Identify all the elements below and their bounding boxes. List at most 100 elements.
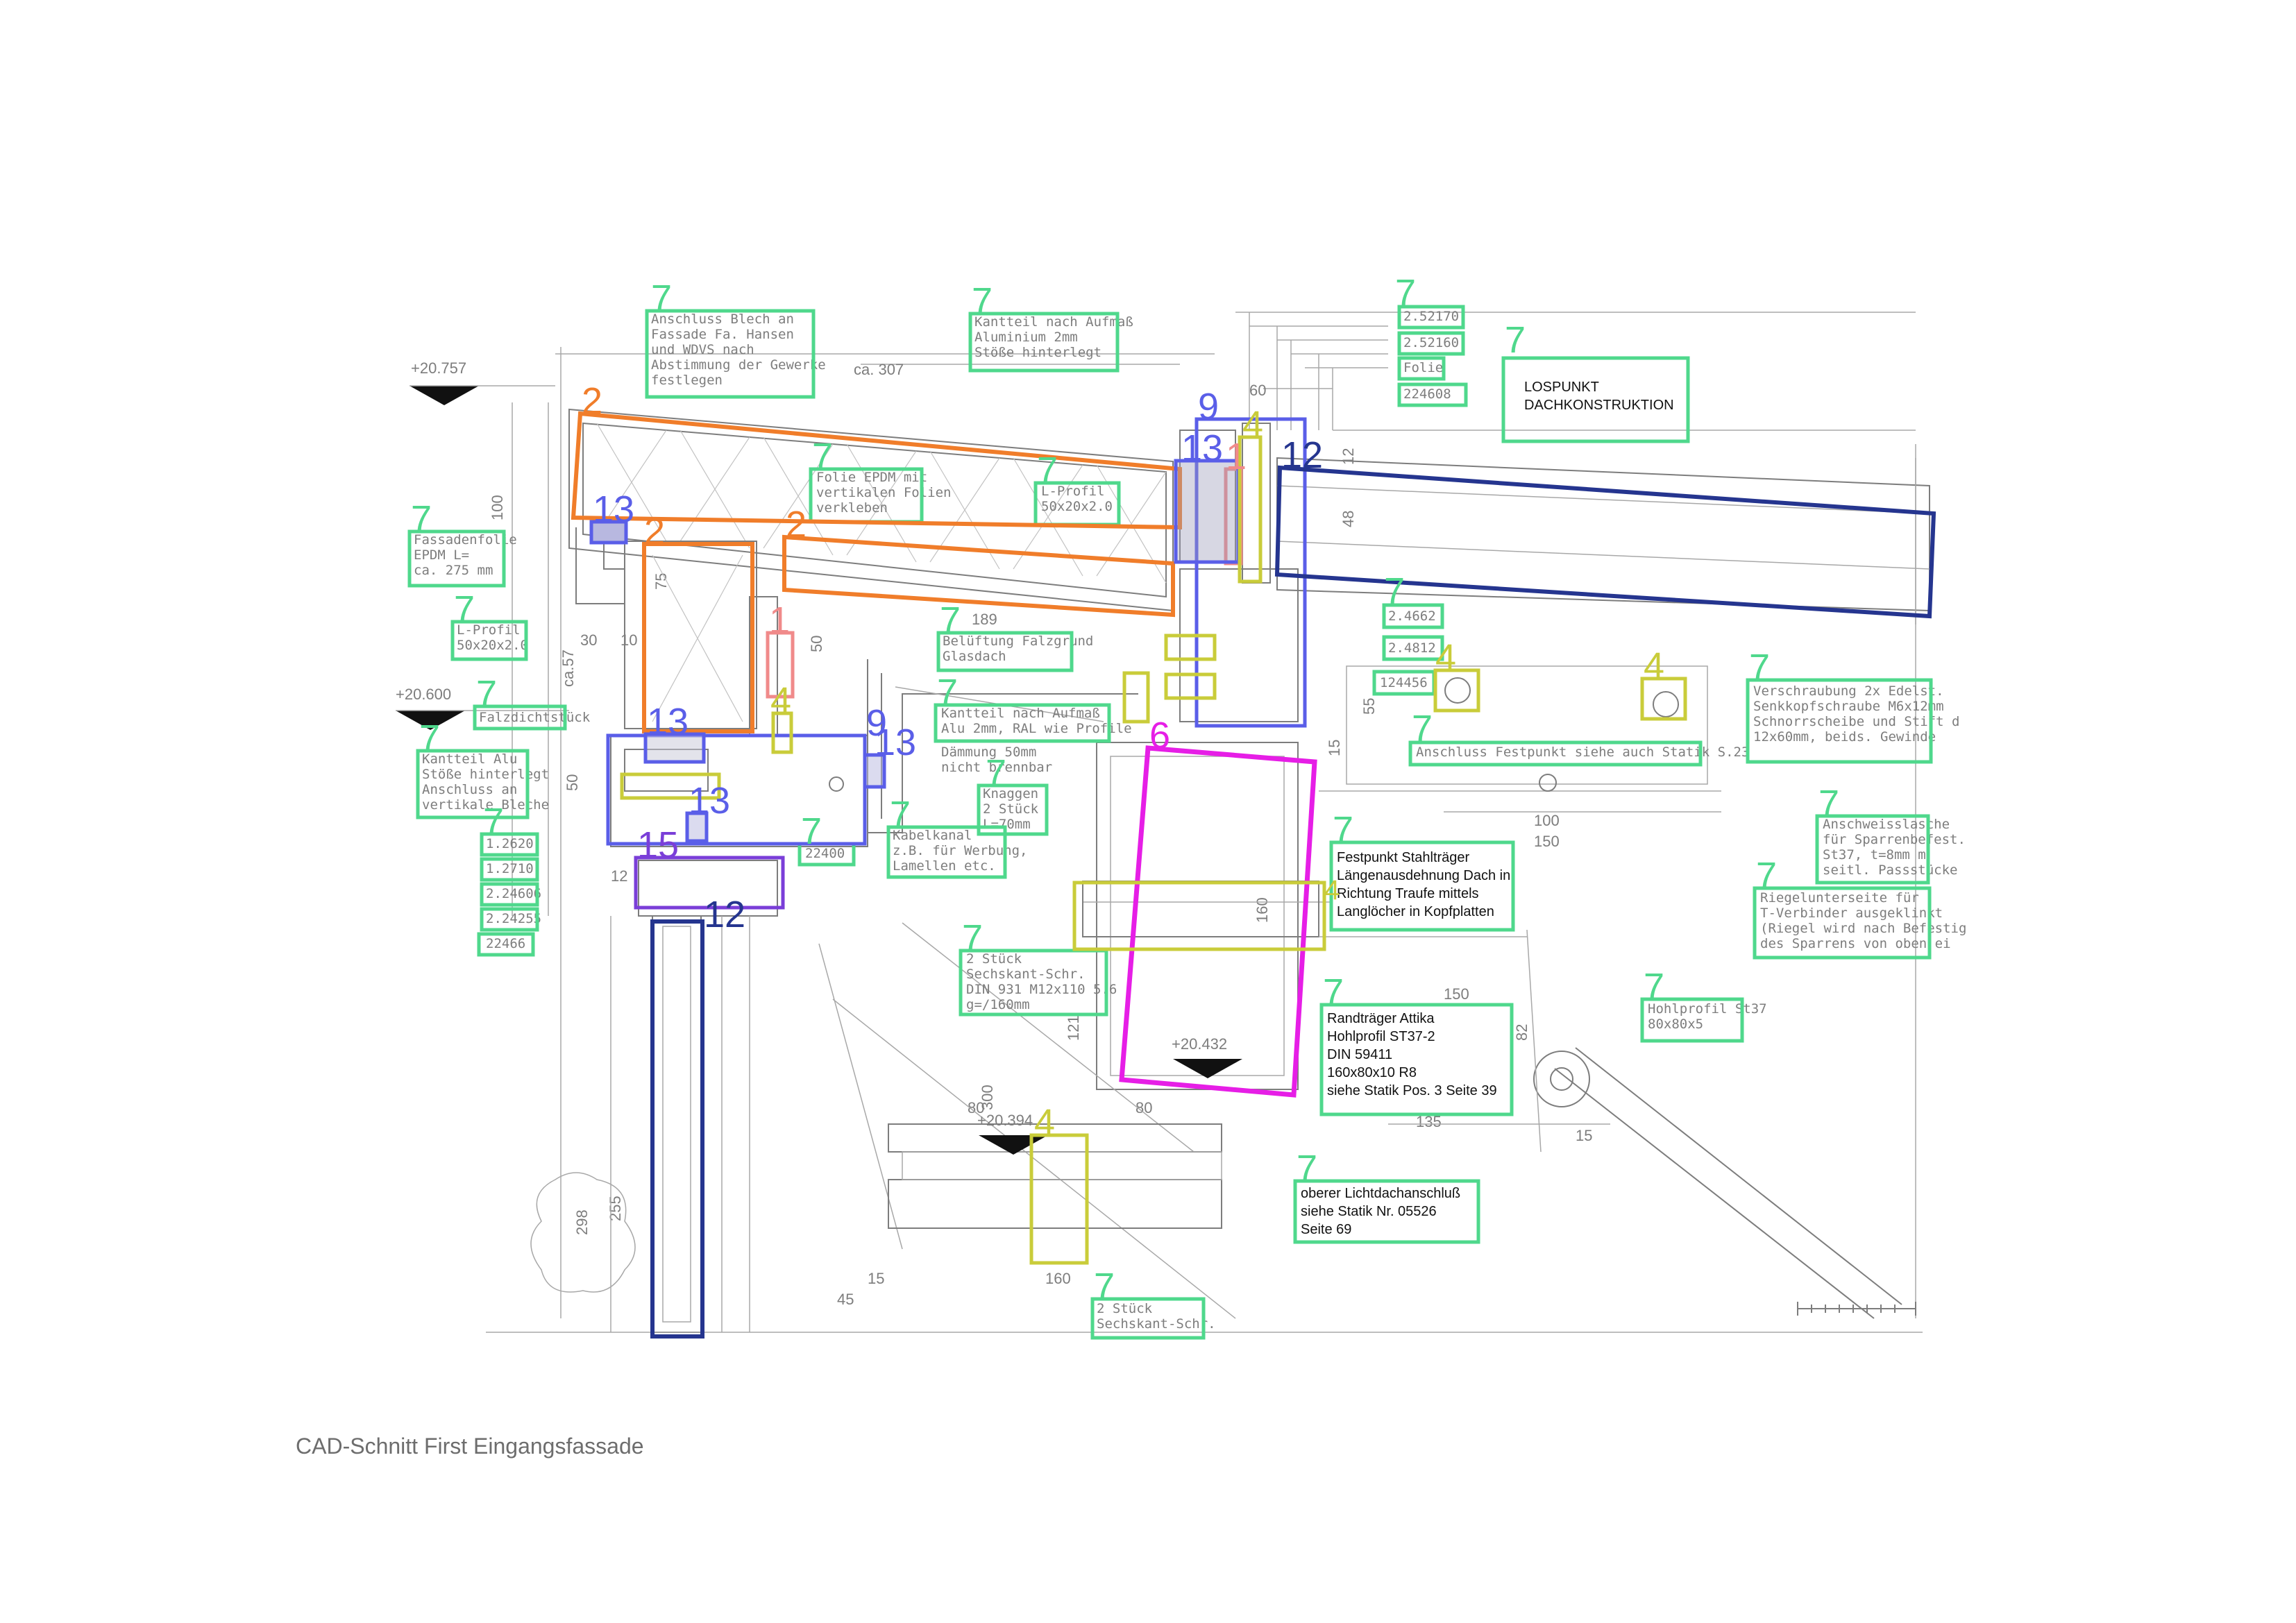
cad-notes: Anschluss Blech an Fassade Fa. Hansen und … <box>414 309 1966 1332</box>
box-verschraubung <box>1746 678 1933 764</box>
box-fassadenfolie <box>407 529 506 588</box>
box-code-52160 <box>1397 331 1465 356</box>
label-7-lprofil-top: 7 <box>1037 450 1058 491</box>
dim-50a: 50 <box>808 636 825 652</box>
region-4-f <box>1433 668 1480 713</box>
dim-45: 45 <box>837 1291 854 1308</box>
note-festpunkt: Festpunkt Stahlträger Längenausdehnung Da… <box>1337 850 1510 919</box>
note-anschweiss: Anschweisslasche für Sparrenbefest. St37, … <box>1823 817 1966 878</box>
label-7-kantteil: 7 <box>972 280 993 322</box>
box-code-224255 <box>480 907 539 932</box>
box-code-12710 <box>480 857 539 882</box>
label-4-c: 4 <box>1435 637 1456 679</box>
label-7-hohlprofil: 7 <box>1644 966 1664 1008</box>
label-12-mid: 12 <box>704 894 745 935</box>
label-7-fassadenfolie: 7 <box>411 498 432 540</box>
box-anschluss-festpunkt <box>1408 740 1703 767</box>
note-lprofil-top: L-Profil 50x20x2.0 <box>1041 484 1113 514</box>
dim-ca57: ca.57 <box>559 649 577 687</box>
label-13-a: 13 <box>593 488 634 530</box>
box-code-24812 <box>1382 635 1444 661</box>
dim-150: 150 <box>1534 833 1560 850</box>
label-7-kantteil-mid: 7 <box>937 672 958 713</box>
box-falzdicht <box>473 704 567 731</box>
dim-189: 189 <box>972 611 997 628</box>
label-7-sechskant-2: 7 <box>1094 1266 1115 1307</box>
region-6-randtraeger <box>1119 745 1317 1098</box>
label-13-d: 13 <box>689 780 730 822</box>
region-12-mullion <box>650 919 704 1339</box>
note-anschluss-festpunkt: Anschluss Festpunkt siehe auch Statik S.… <box>1416 745 1749 760</box>
region-4-b <box>620 772 721 800</box>
label-6: 6 <box>1149 715 1170 756</box>
dim-12: 12 <box>1340 448 1357 465</box>
box-code-52170 <box>1397 305 1465 330</box>
label-7-codes-right: 7 <box>1384 570 1405 612</box>
note-code-22466: 22466 <box>486 936 525 951</box>
box-kabelkanal <box>886 825 1007 879</box>
note-verschraubung: Verschraubung 2x Edelst. Senkkopfschraube… <box>1753 683 1959 745</box>
label-15: 15 <box>637 824 679 866</box>
label-7-22400: 7 <box>801 810 822 852</box>
region-13-d <box>685 811 709 843</box>
region-9-top <box>1195 417 1307 728</box>
region-13-e <box>863 753 886 789</box>
level-20394: +20.394 <box>977 1112 1033 1129</box>
label-7-kabelkanal: 7 <box>890 794 911 835</box>
label-7-codes-top: 7 <box>1395 272 1416 314</box>
dim-160b: 160 <box>1253 897 1271 923</box>
label-2-top: 2 <box>582 380 602 422</box>
box-lichtdach <box>1293 1179 1480 1244</box>
annotations-class15 <box>634 856 785 910</box>
region-2-mid-insulation <box>782 534 1175 618</box>
label-13-e: 13 <box>875 722 916 763</box>
annotations-class9 <box>606 417 1307 846</box>
label-7-folie: 7 <box>812 436 833 477</box>
note-daemmung: Dämmung 50mm nicht brennbar <box>941 745 1052 775</box>
region-4-c <box>1164 634 1217 661</box>
dim-15b: 15 <box>1576 1127 1592 1144</box>
note-kantteil-mid: Kantteil nach Aufmaß Alu 2mm, RAL wie Pro… <box>941 706 1132 736</box>
label-7-lichtdach: 7 <box>1297 1148 1317 1189</box>
note-kantteil-alu: Kantteil nach Aufmaß Aluminium 2mm Stöße h… <box>974 314 1133 360</box>
note-belueftung: Belüftung Falzgrund Glasdach <box>943 634 1093 664</box>
dim-82: 82 <box>1513 1024 1530 1041</box>
note-code-224608: 224608 <box>1403 386 1451 402</box>
note-code-224606: 2.24606 <box>486 886 541 901</box>
annotations-class7 <box>407 305 1933 1340</box>
box-festpunkt <box>1329 840 1515 932</box>
box-kantteil-left <box>416 749 530 819</box>
note-sechskant-1: 2 Stück Sechskant-Schr. DIN 931 M12x110 5.… <box>966 951 1117 1012</box>
label-7-falzdicht: 7 <box>476 673 497 715</box>
level-markers: +20.757 +20.600 +20.432 +20.394 <box>396 359 1242 1155</box>
label-9-mid: 9 <box>866 702 887 744</box>
dim-ca307: ca. 307 <box>854 361 904 378</box>
dim-75: 75 <box>652 573 670 590</box>
note-code-52170: 2.52170 <box>1403 309 1459 324</box>
region-4-e <box>1122 671 1150 724</box>
note-fassadenfolie: Fassadenfolie EPDM L= ca. 275 mm <box>414 532 517 578</box>
note-code-12710: 1.2710 <box>486 861 534 876</box>
label-1-left: 1 <box>769 600 790 641</box>
box-knaggen <box>977 783 1049 836</box>
dim-50b: 50 <box>564 774 581 791</box>
region-9-mid <box>606 733 867 846</box>
dim-298: 298 <box>573 1209 591 1235</box>
box-code-224608 <box>1397 382 1468 407</box>
region-12-top-beam <box>1274 465 1936 619</box>
label-2-mid: 2 <box>786 504 807 545</box>
note-blech: Anschluss Blech an Fassade Fa. Hansen und … <box>651 312 826 388</box>
label-4-a: 4 <box>1242 404 1263 445</box>
box-kantteil-mid <box>934 703 1111 743</box>
level-20757: +20.757 <box>411 359 466 377</box>
box-code-24662 <box>1382 603 1444 629</box>
note-code-124456: 124456 <box>1380 675 1428 690</box>
dim-12b: 12 <box>611 867 627 885</box>
region-4-beam <box>1072 881 1326 951</box>
dim-121: 121 <box>1065 1015 1082 1041</box>
note-lprofil-left: L-Profil 50x20x2.0 <box>457 622 528 653</box>
label-7-codes-left: 7 <box>483 801 504 842</box>
label-7-belueftung: 7 <box>940 600 961 641</box>
box-code-22466 <box>477 932 535 957</box>
note-sechskant-2: 2 Stück Sechskant-Schr. <box>1097 1301 1216 1332</box>
